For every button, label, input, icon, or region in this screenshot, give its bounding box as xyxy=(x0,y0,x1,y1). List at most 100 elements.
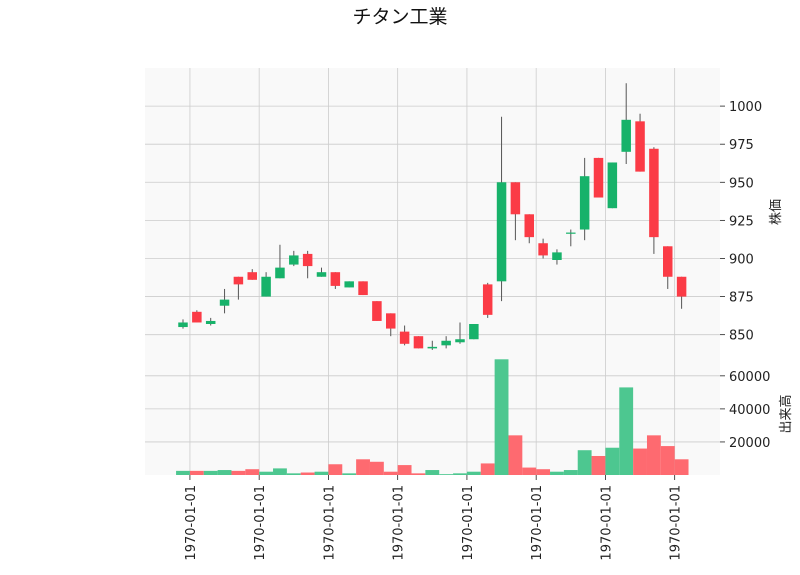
x-tick-label: 1970-01-01 xyxy=(530,485,545,561)
candle-body xyxy=(621,119,631,152)
price-tick-label: 950 xyxy=(729,176,754,191)
price-panel-background xyxy=(145,68,720,356)
volume-bar xyxy=(273,468,287,475)
volume-bar xyxy=(342,473,357,475)
candle-body xyxy=(607,162,618,209)
volume-bar xyxy=(425,470,440,475)
volume-bar xyxy=(300,472,315,475)
candle-body xyxy=(441,340,451,346)
x-tick-label: 1970-01-01 xyxy=(322,485,337,561)
candle-body xyxy=(178,322,188,328)
volume-bar xyxy=(397,465,412,475)
candle-body xyxy=(247,272,257,280)
volume-bar xyxy=(577,450,592,475)
volume-bar xyxy=(369,461,384,475)
volume-tick-label: 60000 xyxy=(729,370,770,385)
candle-body xyxy=(386,313,396,329)
candle-body xyxy=(663,246,673,277)
candle-body xyxy=(205,320,216,324)
price-tick-label: 850 xyxy=(729,329,754,344)
candle-body xyxy=(566,232,576,234)
volume-bar xyxy=(563,470,578,475)
candle-body xyxy=(482,284,493,315)
axes: 850 875 900 925 950 975 1000 20000 40000 60000 197… xyxy=(184,100,770,560)
candle-body xyxy=(676,276,687,297)
volume-bar xyxy=(536,469,551,475)
candle-body xyxy=(455,339,465,343)
candle-body xyxy=(496,182,507,282)
volume-bar xyxy=(646,435,661,475)
candle-body xyxy=(635,121,645,172)
candle-body xyxy=(330,272,341,286)
volume-bar xyxy=(508,435,523,475)
volume-bar xyxy=(411,473,426,475)
volume-bar xyxy=(314,471,329,475)
volume-bar xyxy=(674,459,689,475)
volume-bar xyxy=(466,471,481,475)
candle-body xyxy=(275,267,285,279)
candle-body xyxy=(469,324,479,340)
candle-body xyxy=(579,176,590,230)
volume-bar xyxy=(453,473,467,475)
price-candles xyxy=(178,83,687,350)
candle-body xyxy=(427,346,438,349)
price-tick-label: 900 xyxy=(729,252,754,267)
x-tick-label: 1970-01-01 xyxy=(669,485,684,561)
x-tick-label: 1970-01-01 xyxy=(184,485,199,561)
candle-body xyxy=(219,299,230,306)
price-axis-label: 株価 xyxy=(769,199,784,225)
candle-body xyxy=(372,301,382,321)
volume-bar xyxy=(439,474,454,475)
volume-bar xyxy=(522,467,537,475)
price-tick-label: 975 xyxy=(729,138,754,153)
candle-body xyxy=(552,252,562,260)
x-tick-label: 1970-01-01 xyxy=(253,485,268,561)
x-tick-label: 1970-01-01 xyxy=(392,485,407,561)
candle-body xyxy=(192,311,202,323)
x-tick-label: 1970-01-01 xyxy=(599,485,614,561)
volume-bar xyxy=(259,471,274,475)
candle-body xyxy=(358,281,368,296)
chart-title: チタン工業 xyxy=(352,6,448,28)
candle-body xyxy=(399,331,410,344)
volume-bar xyxy=(356,459,370,475)
price-tick-label: 875 xyxy=(729,291,754,306)
volume-bar xyxy=(176,470,190,475)
volume-axis-label: 出来高 xyxy=(778,394,794,433)
volume-bars xyxy=(176,359,689,475)
price-tick-label: 1000 xyxy=(729,100,762,115)
volume-bar xyxy=(217,470,232,475)
candle-body xyxy=(649,148,659,238)
candle-body xyxy=(316,272,327,277)
volume-bar xyxy=(328,464,343,475)
candle-body xyxy=(289,255,299,265)
volume-bar xyxy=(550,471,564,475)
candle-body xyxy=(510,182,521,215)
candle-body xyxy=(302,253,313,267)
volume-tick-label: 20000 xyxy=(729,436,770,451)
price-tick-label: 925 xyxy=(729,214,754,229)
volume-bar xyxy=(189,470,204,475)
candle-body xyxy=(344,281,354,288)
volume-bar xyxy=(286,473,301,475)
volume-bar xyxy=(605,447,620,475)
candle-body xyxy=(524,214,534,238)
volume-bar xyxy=(660,446,675,475)
volume-bar xyxy=(480,463,495,475)
volume-bar xyxy=(633,448,647,475)
volume-bar xyxy=(619,387,634,475)
volume-bar xyxy=(383,471,398,475)
x-tick-label: 1970-01-01 xyxy=(461,485,476,561)
candle-body xyxy=(261,276,271,297)
volume-bar xyxy=(591,455,606,475)
volume-bar xyxy=(494,359,509,475)
candle-body xyxy=(413,336,424,349)
candle-body xyxy=(233,276,244,285)
volume-bar xyxy=(245,469,260,475)
candle-body xyxy=(538,243,548,256)
volume-bar xyxy=(231,470,246,475)
volume-bar xyxy=(203,470,218,475)
volume-tick-label: 40000 xyxy=(729,403,770,418)
candle-body xyxy=(593,157,604,198)
